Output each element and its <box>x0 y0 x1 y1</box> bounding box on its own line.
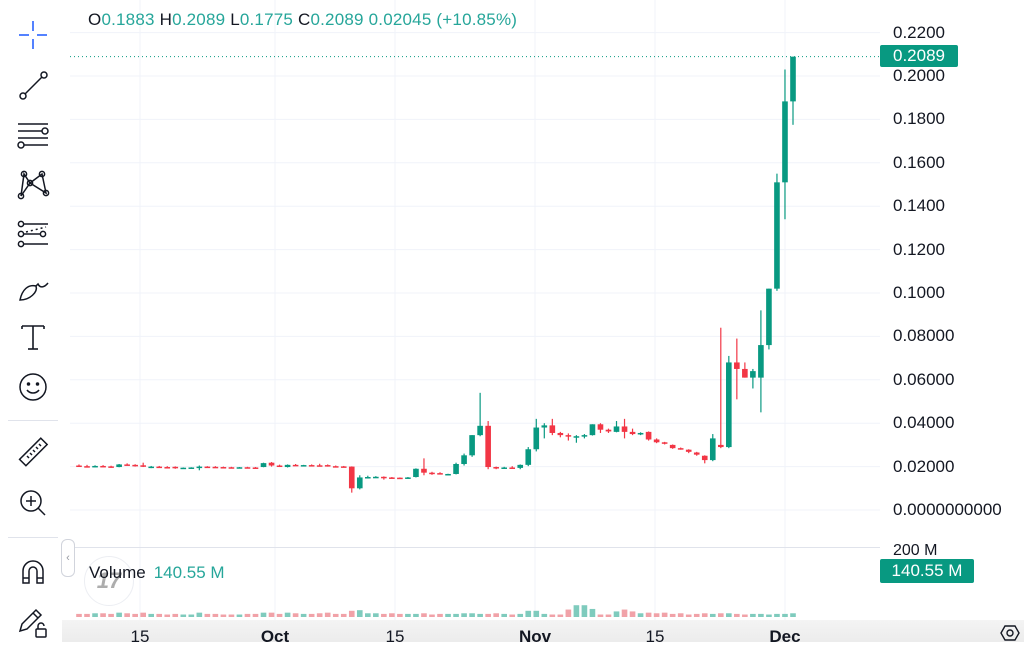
volume-axis-tick: 200 M <box>893 542 938 559</box>
time-axis-label: 15 <box>130 627 150 646</box>
zoom-in-icon[interactable] <box>14 484 52 522</box>
volume-legend: Volume 140.55 M <box>89 563 225 583</box>
price-axis-tick: 0.1800 <box>893 109 945 129</box>
low-value: 0.1775 <box>239 10 294 29</box>
time-axis-label: 15 <box>645 627 665 646</box>
drawing-toolbar <box>0 0 62 642</box>
change-value: 0.02045 <box>368 10 432 29</box>
collapse-toolbar-button[interactable]: ‹ <box>61 539 75 577</box>
crosshair-icon[interactable] <box>14 16 52 54</box>
time-axis-label: 15 <box>385 627 405 646</box>
toolbar-divider <box>8 537 58 538</box>
close-label: C <box>298 10 311 29</box>
pane-separator[interactable] <box>62 547 880 548</box>
price-axis-tick: 0.08000 <box>893 326 955 346</box>
price-axis-tick: 0.1400 <box>893 196 945 216</box>
price-axis-tick: 0.2000 <box>893 66 945 85</box>
settings-icon[interactable] <box>1000 624 1020 642</box>
pattern-icon[interactable] <box>14 166 52 204</box>
tradingview-logo: 17 <box>84 556 134 606</box>
time-axis[interactable] <box>62 620 1024 642</box>
lock-drawings-icon[interactable] <box>14 603 52 641</box>
toolbar-divider <box>8 420 58 421</box>
open-value: 0.1883 <box>101 10 155 29</box>
open-label: O <box>88 10 102 29</box>
volume-tag: 140.55 M <box>880 559 974 583</box>
magnet-icon[interactable] <box>14 553 52 591</box>
brush-icon[interactable] <box>14 268 52 306</box>
fib-retracement-icon[interactable] <box>14 116 52 154</box>
emoji-icon[interactable] <box>14 368 52 406</box>
high-value: 0.2089 <box>172 10 226 29</box>
close-value: 0.2089 <box>310 10 364 29</box>
high-label: H <box>159 10 173 29</box>
low-label: L <box>230 10 240 29</box>
current-price-tag: 0.2089 <box>880 45 958 67</box>
ohlc-legend: O0.1883 H0.2089 L0.1775 C0.2089 0.02045 … <box>88 10 517 30</box>
price-axis-tick: 0.0000000000 <box>893 500 1002 519</box>
price-axis-tick: 0.06000 <box>893 369 955 389</box>
price-axis-tick: 0.02000 <box>893 456 955 476</box>
trend-line-icon[interactable] <box>14 66 52 104</box>
time-axis-label: Nov <box>518 627 552 646</box>
price-axis-tick: 0.1200 <box>893 239 945 259</box>
price-axis-tick: 0.1000 <box>893 283 945 302</box>
ruler-icon[interactable] <box>14 434 52 472</box>
change-percent: (+10.85%) <box>436 10 518 29</box>
volume-label: Volume <box>89 563 146 582</box>
time-axis-label: Dec <box>769 627 801 646</box>
time-axis-label: Oct <box>260 627 290 646</box>
text-icon[interactable] <box>14 318 52 356</box>
price-axis-tick: 0.1600 <box>893 152 945 172</box>
price-axis-tick: 0.04000 <box>893 413 955 433</box>
price-axis-tick: 0.2200 <box>893 22 945 42</box>
prediction-icon[interactable] <box>14 216 52 254</box>
volume-value: 140.55 M <box>153 563 225 582</box>
